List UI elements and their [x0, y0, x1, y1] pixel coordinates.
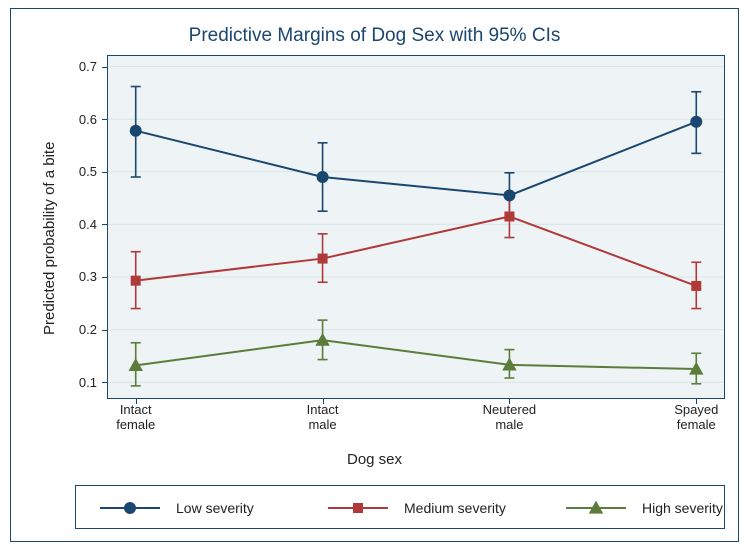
legend-item: Low severity [100, 499, 254, 517]
legend-label: Low severity [176, 500, 254, 516]
chart-outer-frame: Predictive Margins of Dog Sex with 95% C… [10, 8, 739, 542]
x-axis-label: Dog sex [11, 451, 738, 468]
x-tick-mark [323, 399, 324, 404]
legend-swatch [566, 499, 626, 517]
y-tick-label: 0.4 [79, 217, 97, 232]
x-tick-mark [696, 399, 697, 404]
y-tick-label: 0.1 [79, 375, 97, 390]
x-tick-label: Neuteredmale [464, 403, 554, 433]
y-tick-label: 0.3 [79, 269, 97, 284]
x-tick-label: Intactfemale [91, 403, 181, 433]
legend-swatch [328, 499, 388, 517]
y-tick-label: 0.6 [79, 112, 97, 127]
x-tick-mark [136, 399, 137, 404]
legend-item: High severity [566, 499, 723, 517]
y-tick-label: 0.7 [79, 59, 97, 74]
legend-swatch [100, 499, 160, 517]
x-tick-label: Intactmale [278, 403, 368, 433]
legend: Low severity Medium severity High severity [75, 485, 725, 529]
chart-title: Predictive Margins of Dog Sex with 95% C… [11, 25, 738, 47]
plot-svg [108, 56, 724, 398]
y-axis-label: Predicted probability of a bite [41, 142, 58, 335]
legend-label: High severity [642, 500, 723, 516]
x-tick-label: Spayedfemale [651, 403, 741, 433]
legend-label: Medium severity [404, 500, 506, 516]
y-tick-label: 0.5 [79, 164, 97, 179]
y-tick-label: 0.2 [79, 322, 97, 337]
x-tick-mark [509, 399, 510, 404]
plot-area [107, 55, 725, 399]
legend-item: Medium severity [328, 499, 506, 517]
